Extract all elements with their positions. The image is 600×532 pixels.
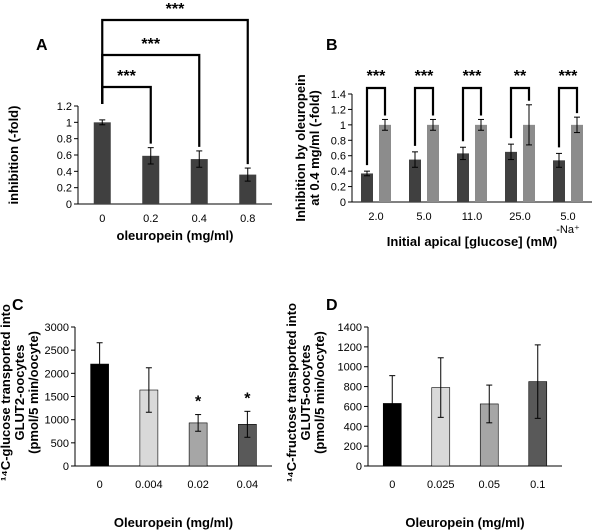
panel-d-y-axis-label: ¹⁴C-fructose transported into [284, 303, 299, 482]
panel-a-y-tick-label: 0 [66, 199, 72, 211]
panel-c-significance-star: * [244, 390, 251, 407]
panel-b-bar-0-4 [553, 160, 565, 202]
panel-c-y-tick-label: 2500 [45, 345, 69, 357]
panel-a-x-tick-label: 0.8 [240, 213, 255, 225]
panel-b-significance-label: *** [463, 68, 482, 85]
panel-c-significance-star: * [195, 394, 202, 411]
panel-d-y-axis-label: GLUT5-oocytes [298, 344, 313, 440]
panel-c-x-tick-label: 0.004 [135, 479, 163, 491]
panel-b-bar-1-1 [427, 124, 439, 202]
panel-label-d: D [326, 297, 338, 314]
panel-d-y-axis-label: (pmol/5 min/oocyte) [312, 331, 327, 454]
panel-c-y-axis-label: ¹⁴C-glucose transported into [0, 304, 13, 481]
panel-b-bar-0-2 [457, 153, 469, 202]
panel-b-significance-label: *** [559, 68, 578, 85]
panel-a-y-tick-label: 0.8 [57, 134, 72, 146]
panel-c-y-axis-label: (pmol/5 min/oocyte) [26, 331, 41, 454]
panel-a-significance-bracket [101, 18, 249, 165]
panel-d-y-tick-label: 600 [344, 401, 362, 413]
panel-c-y-tick-label: 3000 [45, 322, 69, 334]
panel-label-a: A [36, 37, 48, 54]
panel-d-y-tick-label: 200 [344, 441, 362, 453]
panel-d-x-tick-label: 0.1 [530, 479, 545, 491]
panel-d-y-tick-label: 800 [344, 382, 362, 394]
panel-b-x-axis-label: Initial apical [glucose] (mM) [387, 234, 557, 249]
panel-a-bar-1 [142, 155, 160, 204]
panel-b-bar-0-1 [409, 159, 421, 202]
panel-b-y-tick-label: 0.4 [331, 166, 346, 178]
panel-b-significance-label: ** [514, 68, 527, 85]
panel-a-y-tick-label: 1.2 [57, 101, 72, 113]
panel-a-significance-label: *** [166, 1, 185, 18]
panel-d-y-tick-label: 0 [356, 461, 362, 473]
panel-a-y-tick-label: 1 [66, 117, 72, 129]
panel-d-y-tick-label: 1400 [338, 322, 362, 334]
panel-c-y-axis-label: GLUT2-oocytes [12, 344, 27, 440]
panel-b-x-tick-label: 25.0 [509, 211, 530, 223]
panel-b-y-tick-label: 0 [340, 197, 346, 209]
panel-d-y-tick-label: 400 [344, 421, 362, 433]
panel-c-y-tick-label: 0 [63, 461, 69, 473]
panel-b-bar-1-3 [523, 124, 535, 202]
panel-b-y-tick-label: 1.2 [331, 104, 346, 116]
panel-a-x-tick-label: 0.4 [192, 213, 207, 225]
panel-label-b: B [326, 37, 338, 54]
panel-b-y-tick-label: 0.2 [331, 182, 346, 194]
panel-d-y-tick-label: 1200 [338, 342, 362, 354]
panel-a-significance-label: *** [117, 68, 136, 85]
panel-c-x-axis-label: Oleuropein (mg/ml) [114, 515, 233, 530]
panel-c-x-tick-label: 0.04 [237, 479, 258, 491]
panel-b-bar-1-0 [379, 124, 391, 202]
panel-b-bar-1-2 [475, 124, 487, 202]
panel-a-x-tick-label: 0 [99, 213, 105, 225]
panel-label-c: C [12, 297, 24, 314]
panel-b-significance-bracket [557, 86, 579, 148]
panel-c-y-tick-label: 500 [51, 438, 69, 450]
panel-b-y-tick-label: 1 [340, 120, 346, 132]
panel-b-significance-bracket [413, 86, 435, 146]
panel-b-x-tick-label: 11.0 [462, 211, 483, 223]
panel-a-y-tick-label: 0.6 [57, 150, 72, 162]
panel-b-bar-1-4 [571, 124, 583, 202]
panel-b-x-tick-label: 5.0 [560, 211, 575, 223]
panel-b-x-tick-sublabel: -Na⁺ [556, 224, 580, 236]
panel-b-y-tick-label: 0.6 [331, 151, 346, 163]
panel-a-y-tick-label: 0.4 [57, 166, 72, 178]
panel-b-y-axis-label: at 0.4 mg/ml (-fold) [307, 90, 322, 206]
panel-d-x-axis-label: Oleuropein (mg/ml) [405, 515, 524, 530]
panel-b-significance-bracket [365, 86, 387, 166]
panel-d-x-tick-label: 0 [389, 479, 395, 491]
panel-a-y-tick-label: 0.2 [57, 183, 72, 195]
panel-c-y-tick-label: 2000 [45, 368, 69, 380]
panel-a-y-axis-label: inhibition (-fold) [6, 106, 21, 205]
panel-a-significance-label: *** [141, 36, 160, 53]
panel-b-x-tick-label: 5.0 [416, 211, 431, 223]
panel-b-significance-label: *** [367, 68, 386, 85]
panel-c-x-tick-label: 0.02 [187, 479, 208, 491]
panel-c-y-tick-label: 1500 [45, 392, 69, 404]
panel-a-x-axis-label: oleuropein (mg/ml) [117, 228, 234, 243]
panel-b-y-tick-label: 0.8 [331, 135, 346, 147]
panel-b-significance-label: *** [415, 68, 434, 85]
panel-b-y-tick-label: 1.4 [331, 89, 346, 101]
panel-d-y-tick-label: 1000 [338, 362, 362, 374]
panel-c-x-tick-label: 0 [97, 479, 103, 491]
panel-b-bar-0-3 [505, 151, 517, 202]
panel-b-y-axis-label: Inhibition by oleuropein [293, 74, 308, 221]
panel-b-x-tick-label: 2.0 [368, 211, 383, 223]
panel-a-x-tick-label: 0.2 [143, 213, 158, 225]
panel-b-significance-bracket [509, 86, 531, 139]
panel-a-bar-0 [93, 122, 111, 204]
panel-a-bar-3 [239, 174, 257, 204]
panel-d-x-tick-label: 0.025 [427, 479, 455, 491]
panel-d-x-tick-label: 0.05 [479, 479, 500, 491]
panel-b-bar-0-0 [361, 173, 373, 202]
panel-a-bar-2 [190, 159, 208, 204]
panel-c-y-tick-label: 1000 [45, 415, 69, 427]
panel-b-significance-bracket [461, 86, 483, 142]
